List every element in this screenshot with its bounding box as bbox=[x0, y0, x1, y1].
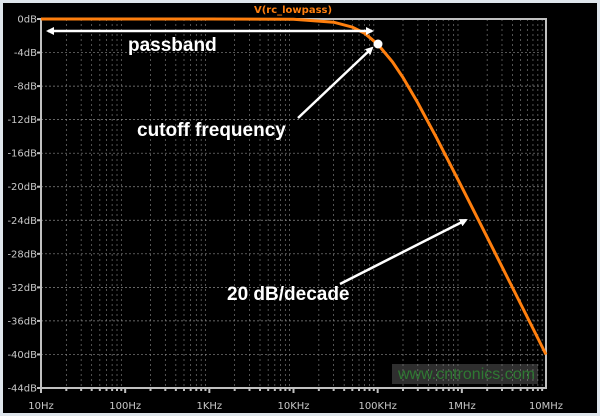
slope-label: 20 dB/decade bbox=[227, 284, 350, 305]
cutoff-label: cutoff frequency bbox=[137, 120, 286, 141]
plot-background bbox=[3, 3, 597, 413]
trace-title: V(rc_lowpass) bbox=[254, 5, 332, 16]
watermark-band bbox=[392, 364, 538, 384]
watermark: www.cntronics.com bbox=[397, 366, 535, 383]
x-tick-label: 10Hz bbox=[28, 401, 54, 412]
y-tick-label: -44dB bbox=[7, 384, 37, 395]
passband-label: passband bbox=[128, 35, 217, 56]
y-tick-label: -12dB bbox=[7, 115, 37, 126]
y-tick-label: -32dB bbox=[7, 283, 37, 294]
y-tick-label: -16dB bbox=[7, 149, 37, 160]
axis-ticks bbox=[37, 18, 544, 393]
x-tick-label: 100KHz bbox=[358, 401, 396, 412]
y-tick-label: -4dB bbox=[14, 48, 37, 59]
y-tick-label: -36dB bbox=[7, 316, 37, 327]
x-tick-label: 1KHz bbox=[196, 401, 222, 412]
y-tick-label: -28dB bbox=[7, 249, 37, 260]
y-tick-label: -20dB bbox=[7, 182, 37, 193]
x-tick-label: 100Hz bbox=[109, 401, 141, 412]
y-tick-label: -24dB bbox=[7, 216, 37, 227]
cutoff-arrow bbox=[297, 46, 374, 119]
y-tick-label: -40dB bbox=[7, 350, 37, 361]
grid bbox=[41, 19, 546, 388]
y-tick-label: -8dB bbox=[14, 82, 37, 93]
x-tick-label: 1MHz bbox=[448, 401, 476, 412]
slope-arrow bbox=[339, 218, 468, 286]
cutoff-point-marker bbox=[373, 39, 383, 49]
y-tick-label: 0dB bbox=[17, 15, 37, 26]
x-tick-label: 10KHz bbox=[277, 401, 309, 412]
series-line-v-rc-lowpass bbox=[41, 17, 548, 356]
x-tick-label: 10MHz bbox=[529, 401, 563, 412]
